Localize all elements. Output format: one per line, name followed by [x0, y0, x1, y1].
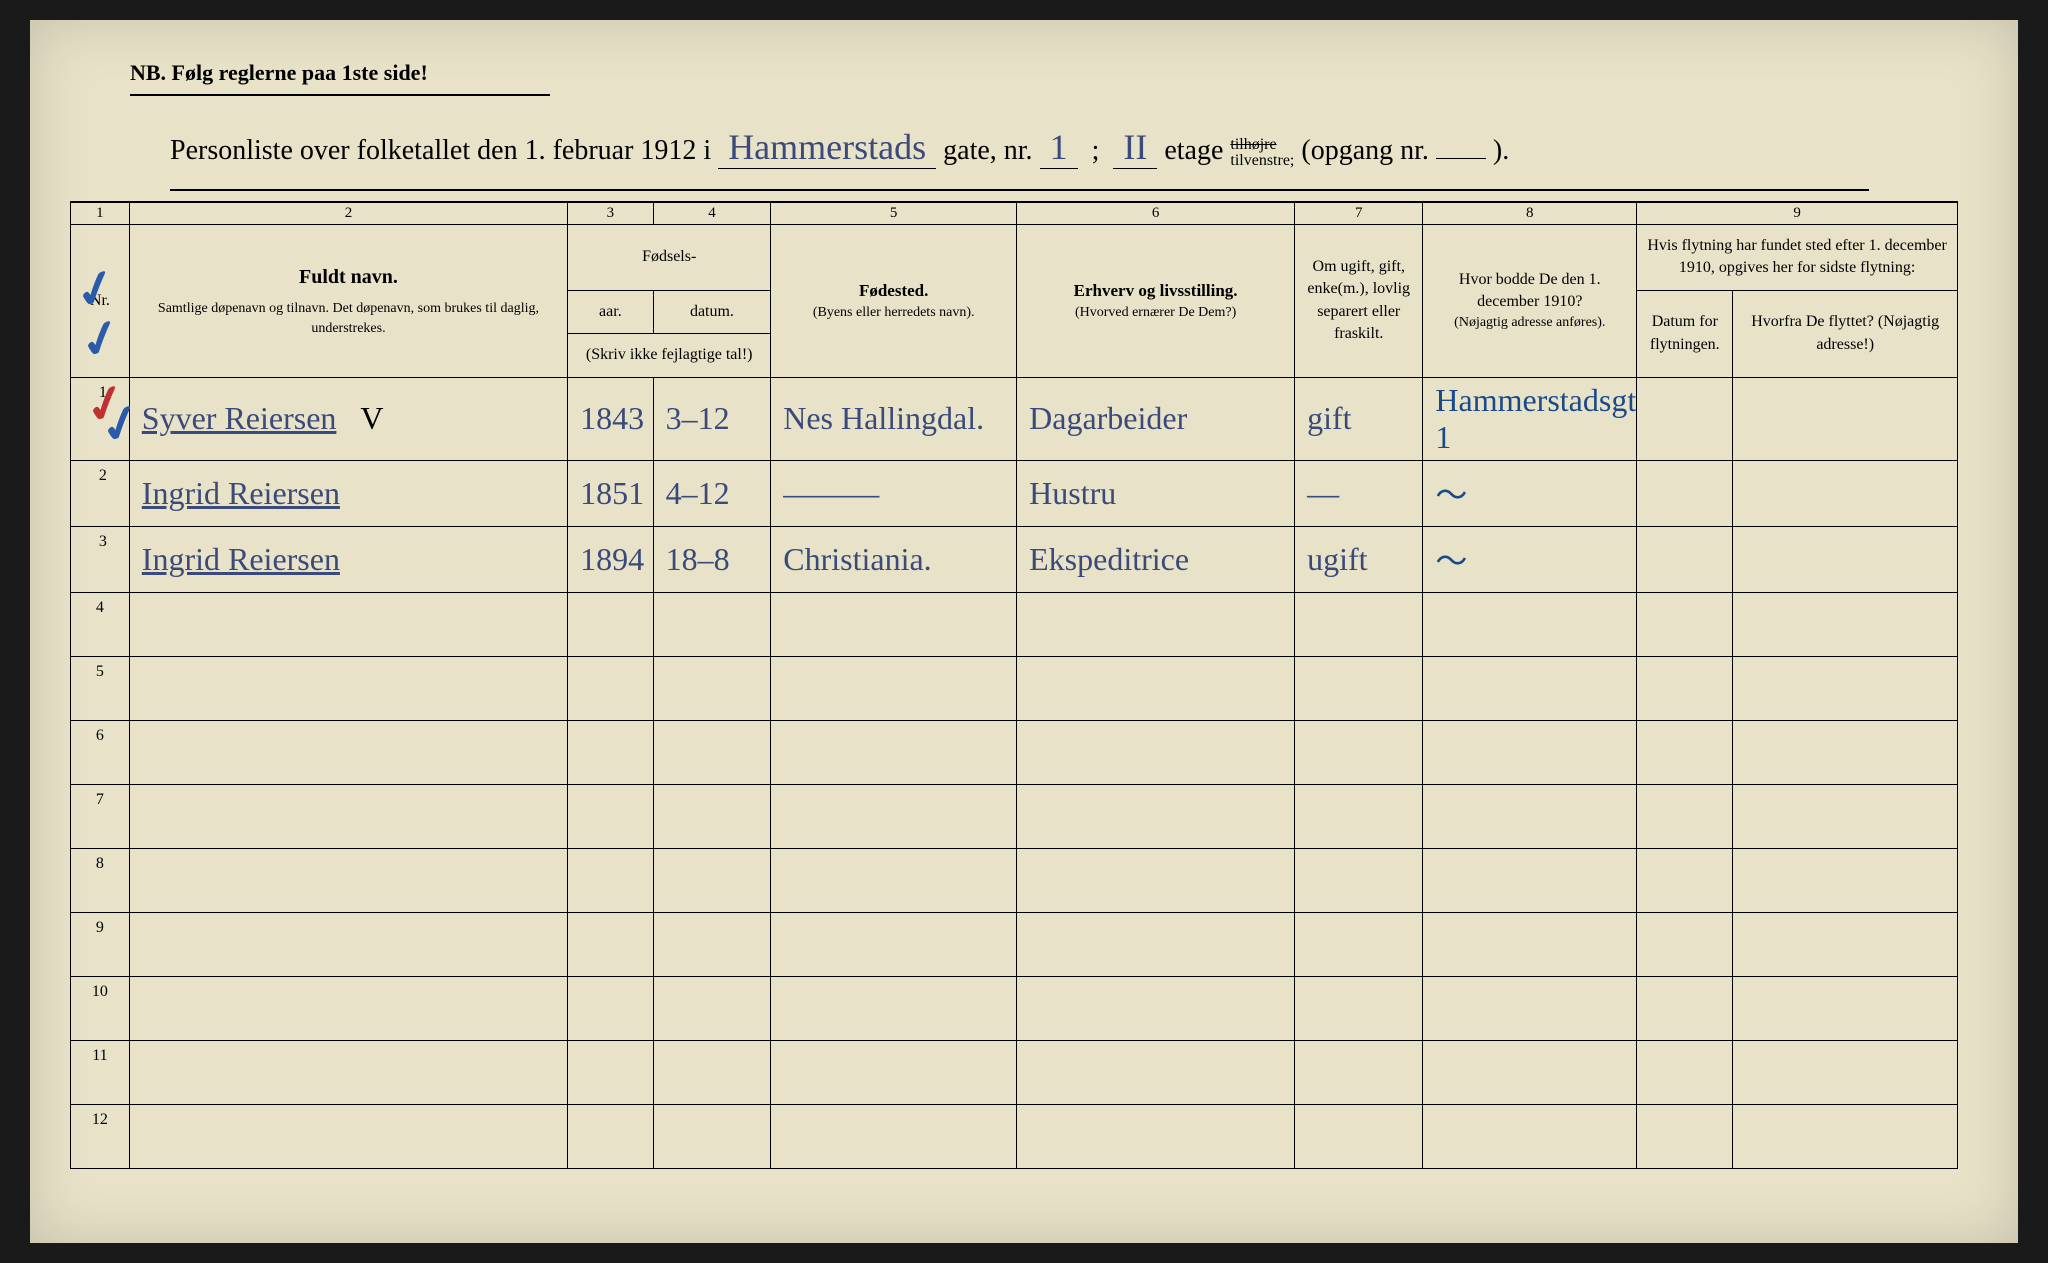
- table-row: 8: [71, 848, 1958, 912]
- cell-datum: 3–12: [653, 377, 771, 460]
- table-row: 2Ingrid Reiersen18514–12———Hustru—〜: [71, 460, 1958, 526]
- colnum: 6: [1017, 202, 1295, 225]
- col-aar: aar.: [568, 290, 654, 333]
- colnum: 4: [653, 202, 771, 225]
- cell-navn: Ingrid Reiersen: [129, 460, 567, 526]
- census-table: 1 2 3 4 5 6 7 8 9 Nr. Fuldt navn. Samtli…: [70, 201, 1958, 1169]
- gate-nr: 1: [1040, 126, 1078, 169]
- col-flytdat: Datum for flytningen.: [1637, 290, 1733, 377]
- erhverv-title: Erhverv og livsstilling.: [1023, 279, 1288, 303]
- title-prefix: Personliste over folketallet den 1. febr…: [170, 135, 711, 166]
- table-row: 5: [71, 656, 1958, 720]
- cell-nr: 12: [71, 1104, 130, 1168]
- column-number-row: 1 2 3 4 5 6 7 8 9: [71, 202, 1958, 225]
- opgang-blank: [1436, 131, 1486, 159]
- cell-nr: 7: [71, 784, 130, 848]
- table-row: 7: [71, 784, 1958, 848]
- cell-nr: 2: [71, 460, 130, 526]
- cell-nr: 6: [71, 720, 130, 784]
- form-title-line: Personliste over folketallet den 1. febr…: [170, 126, 1958, 169]
- etage-nr: II: [1113, 126, 1157, 169]
- cell-erhverv: Ekspeditrice: [1017, 526, 1295, 592]
- table-row: 3Ingrid Reiersen189418–8Christiania.Eksp…: [71, 526, 1958, 592]
- colnum: 8: [1423, 202, 1637, 225]
- cell-hvorfra: [1733, 460, 1958, 526]
- table-row: 11: [71, 1040, 1958, 1104]
- header-row: Nr. Fuldt navn. Samtlige døpenavn og til…: [71, 225, 1958, 291]
- table-row: 6: [71, 720, 1958, 784]
- colnum: 3: [568, 202, 654, 225]
- cell-nr: 11: [71, 1040, 130, 1104]
- title-rule: [170, 189, 1869, 191]
- colnum: 5: [771, 202, 1017, 225]
- col-flytning: Hvis flytning har fundet sted efter 1. d…: [1637, 225, 1958, 291]
- cell-status: —: [1295, 460, 1423, 526]
- col-bodde: Hvor bodde De den 1. december 1910? (Nøj…: [1423, 225, 1637, 378]
- table-row: 1Syver Reiersen V18433–12Nes Hallingdal.…: [71, 377, 1958, 460]
- table-row: 4: [71, 592, 1958, 656]
- cell-nr: 10: [71, 976, 130, 1040]
- cell-nr: 4: [71, 592, 130, 656]
- col-hvorfra: Hvorfra De flyttet? (Nøjagtig adresse!): [1733, 290, 1958, 377]
- cell-flytdat: [1637, 377, 1733, 460]
- cell-nr: 3: [71, 526, 130, 592]
- gate-label: gate, nr.: [943, 135, 1032, 166]
- navn-sub: Samtlige døpenavn og tilnavn. Det døpena…: [136, 299, 561, 338]
- col-navn: Fuldt navn. Samtlige døpenavn og tilnavn…: [129, 225, 567, 378]
- col-status: Om ugift, gift, enke(m.), lovlig separer…: [1295, 225, 1423, 378]
- cell-bodde: 〜: [1423, 460, 1637, 526]
- cell-hvorfra: [1733, 377, 1958, 460]
- cell-aar: 1894: [568, 526, 654, 592]
- cell-navn: Syver Reiersen V: [129, 377, 567, 460]
- cell-flytdat: [1637, 460, 1733, 526]
- colnum: 1: [71, 202, 130, 225]
- col-fodested: Fødested. (Byens eller herredets navn).: [771, 225, 1017, 378]
- tilhojre: tilhøjre: [1230, 136, 1276, 153]
- col-datum: datum.: [653, 290, 771, 333]
- cell-nr: 5: [71, 656, 130, 720]
- cell-navn: Ingrid Reiersen: [129, 526, 567, 592]
- cell-erhverv: Hustru: [1017, 460, 1295, 526]
- table-row: 10: [71, 976, 1958, 1040]
- cell-sted: ———: [771, 460, 1017, 526]
- closing-paren: ).: [1493, 135, 1509, 166]
- colnum: 2: [129, 202, 567, 225]
- cell-sted: Christiania.: [771, 526, 1017, 592]
- erhverv-sub: (Hvorved ernærer De Dem?): [1023, 303, 1288, 323]
- opgang-label: (opgang nr.: [1301, 135, 1429, 166]
- street-name: Hammerstads: [718, 126, 936, 169]
- cell-hvorfra: [1733, 526, 1958, 592]
- colnum: 7: [1295, 202, 1423, 225]
- cell-bodde: 〜: [1423, 526, 1637, 592]
- fodested-title: Fødested.: [777, 279, 1010, 303]
- cell-aar: 1843: [568, 377, 654, 460]
- col-erhverv: Erhverv og livsstilling. (Hvorved ernære…: [1017, 225, 1295, 378]
- cell-erhverv: Dagarbeider: [1017, 377, 1295, 460]
- cell-status: gift: [1295, 377, 1423, 460]
- colnum: 9: [1637, 202, 1958, 225]
- nb-rule: [130, 94, 550, 96]
- cell-status: ugift: [1295, 526, 1423, 592]
- tilvenstre: tilvenstre;: [1230, 152, 1294, 169]
- col-fodsels: Fødsels-: [568, 225, 771, 291]
- table-row: 9: [71, 912, 1958, 976]
- table-row: 12: [71, 1104, 1958, 1168]
- cell-nr: 8: [71, 848, 130, 912]
- cell-sted: Nes Hallingdal.: [771, 377, 1017, 460]
- cell-aar: 1851: [568, 460, 654, 526]
- cell-nr: 9: [71, 912, 130, 976]
- col-skriv: (Skriv ikke fejlagtige tal!): [568, 334, 771, 377]
- cell-datum: 4–12: [653, 460, 771, 526]
- fodested-sub: (Byens eller herredets navn).: [777, 303, 1010, 323]
- bodde-sub: (Nøjagtig adresse anføres).: [1429, 313, 1630, 333]
- etage-label: etage: [1164, 135, 1223, 166]
- cell-flytdat: [1637, 526, 1733, 592]
- cell-datum: 18–8: [653, 526, 771, 592]
- bodde-title: Hvor bodde De den 1. december 1910?: [1429, 269, 1630, 314]
- cell-bodde: Hammerstadsgt 1: [1423, 377, 1637, 460]
- census-page: ✓ ✓ ✓ ✓ NB. Følg reglerne paa 1ste side!…: [30, 20, 2018, 1243]
- nb-notice: NB. Følg reglerne paa 1ste side!: [130, 60, 1958, 86]
- navn-title: Fuldt navn.: [136, 263, 561, 291]
